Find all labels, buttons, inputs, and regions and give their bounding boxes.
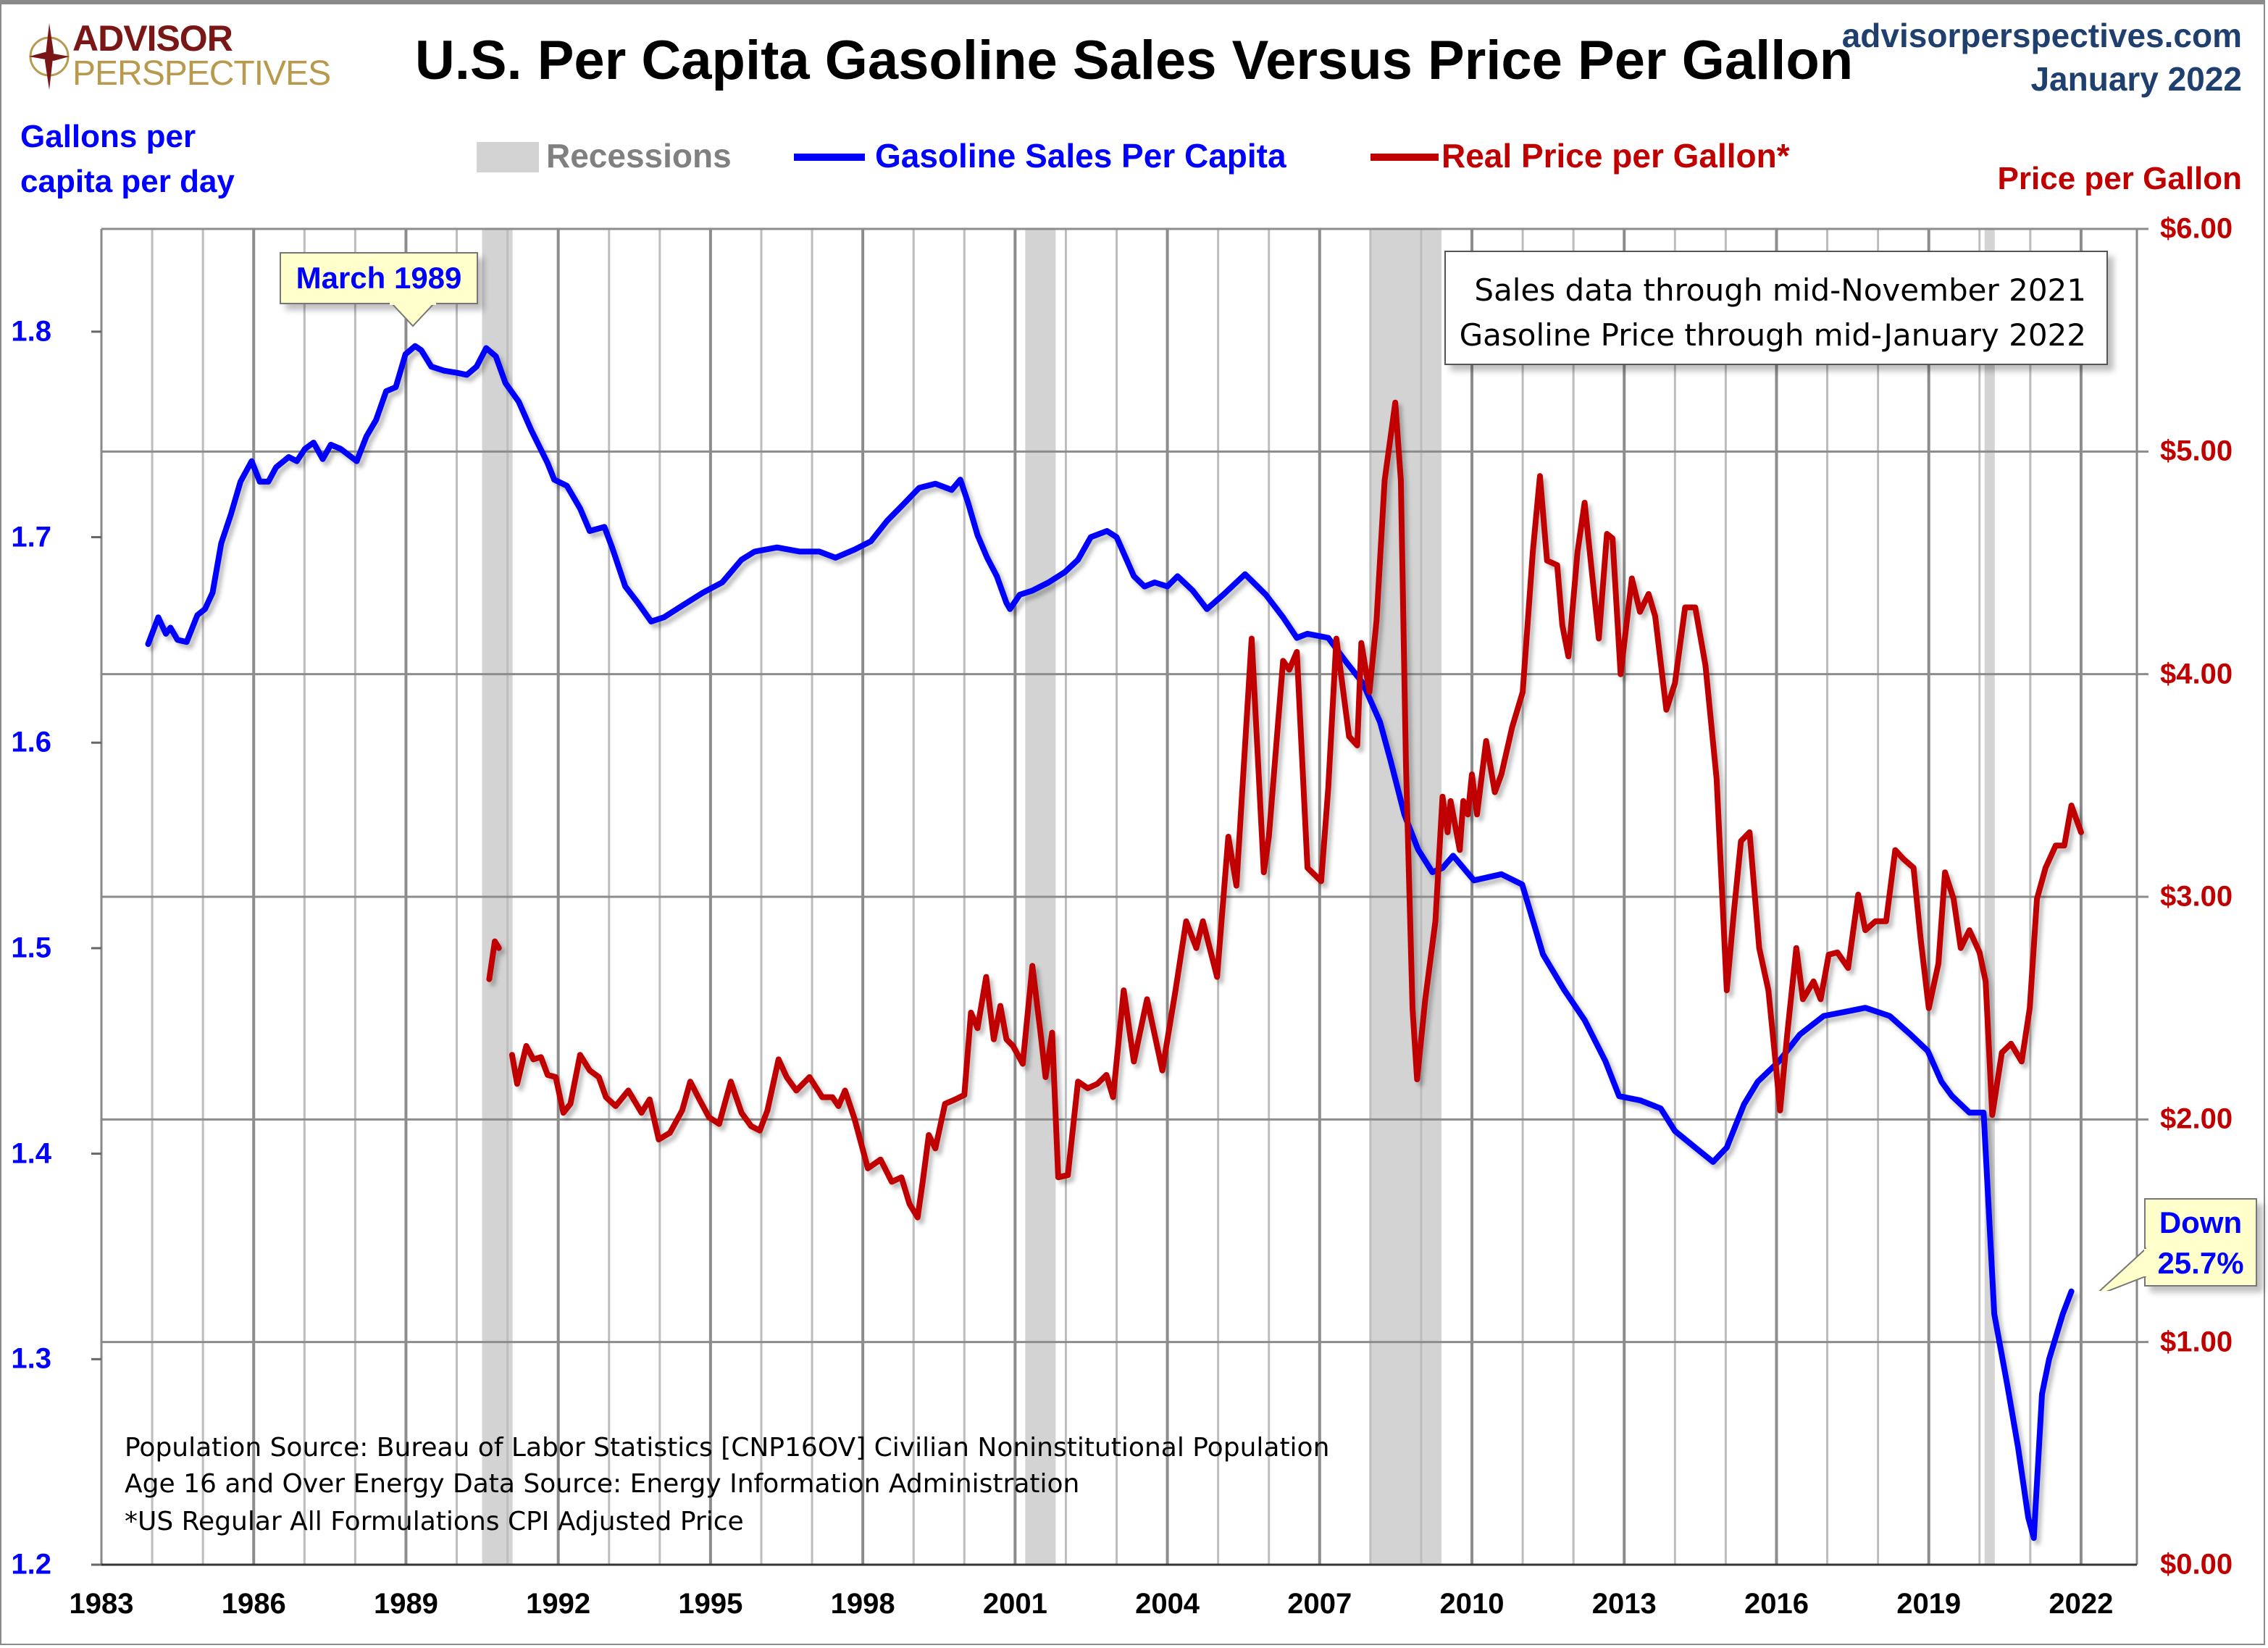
legend-swatch-sales (794, 154, 865, 161)
x-tick-label: 2001 (982, 1588, 1047, 1620)
x-tick-label: 1995 (678, 1588, 743, 1620)
series-line-sales (145, 343, 2075, 1542)
series-line-price (486, 399, 2084, 1221)
annotation-text: Down (2159, 1205, 2243, 1239)
left-y-tick-label: 1.6 (11, 726, 51, 758)
data-coverage-note: Sales data through mid-November 2021 Gas… (1444, 251, 2108, 365)
x-tick-label: 2004 (1135, 1588, 1200, 1620)
advisor-perspectives-logo: ADVISOR PERSPECTIVES (28, 18, 332, 93)
logo-text-perspectives: PERSPECTIVES (72, 54, 331, 93)
x-tick-label: 1989 (373, 1588, 438, 1620)
right-y-tick-label: $4.00 (2160, 658, 2233, 690)
footnote-population-source: Population Source: Bureau of Labor Stati… (125, 1433, 1330, 1463)
right-y-tick-label: $5.00 (2160, 435, 2233, 467)
right-y-tick-label: $2.00 (2160, 1103, 2233, 1135)
right-y-tick-label: $1.00 (2160, 1326, 2233, 1358)
legend-label-sales: Gasoline Sales Per Capita (875, 137, 1286, 175)
x-tick-label: 1998 (830, 1588, 895, 1620)
annotation-text: 25.7% (2157, 1246, 2244, 1280)
x-tick-label: 2007 (1287, 1588, 1352, 1620)
left-axis-title-line2: capita per day (20, 164, 235, 199)
right-axis-title: Price per Gallon (1997, 161, 2242, 196)
annotation-text: March 1989 (296, 261, 462, 295)
legend-label-recessions: Recessions (546, 137, 732, 175)
compass-star-icon (29, 23, 70, 90)
note-line-price: Gasoline Price through mid-January 2022 (1459, 317, 2086, 353)
right-y-tick-label: $6.00 (2160, 212, 2233, 245)
annotation-march-1989: March 1989 (280, 252, 478, 304)
note-line-sales: Sales data through mid-November 2021 (1474, 272, 2086, 308)
x-tick-label: 2019 (1896, 1588, 1962, 1620)
left-y-tick-label: 1.5 (11, 932, 51, 964)
x-tick-label: 2022 (2049, 1588, 2114, 1620)
left-y-tick-label: 1.2 (11, 1548, 51, 1581)
callout-pointer (2098, 1247, 2147, 1291)
x-tick-label: 2013 (1591, 1588, 1657, 1620)
x-tick-label: 1983 (69, 1588, 134, 1620)
right-y-tick-label: $0.00 (2160, 1548, 2233, 1581)
left-y-tick-label: 1.3 (11, 1342, 51, 1375)
left-y-tick-label: 1.4 (11, 1137, 51, 1170)
x-tick-label: 2010 (1439, 1588, 1505, 1620)
right-y-tick-label: $3.00 (2160, 880, 2233, 913)
annotation-down: Down 25.7% (2144, 1198, 2257, 1287)
legend-swatch-price (1371, 154, 1439, 161)
x-tick-label: 1986 (221, 1588, 286, 1620)
x-tick-label: 2016 (1744, 1588, 1809, 1620)
legend-label-price: Real Price per Gallon* (1441, 137, 1790, 175)
left-axis-title-line1: Gallons per (20, 119, 196, 154)
publication-date: January 2022 (2030, 60, 2242, 98)
logo-text-advisor: ADVISOR (72, 18, 233, 59)
legend-swatch-recessions (477, 142, 539, 172)
footnote-cpi-adjusted: *US Regular All Formulations CPI Adjuste… (125, 1507, 744, 1536)
site-url: advisorperspectives.com (1841, 17, 2242, 54)
x-tick-label: 1992 (526, 1588, 591, 1620)
left-y-tick-label: 1.8 (11, 315, 51, 348)
callout-pointer (390, 303, 436, 327)
footnote-energy-source: Age 16 and Over Energy Data Source: Ener… (125, 1469, 1080, 1499)
left-y-tick-label: 1.7 (11, 521, 51, 553)
chart-title: U.S. Per Capita Gasoline Sales Versus Pr… (414, 30, 1854, 91)
